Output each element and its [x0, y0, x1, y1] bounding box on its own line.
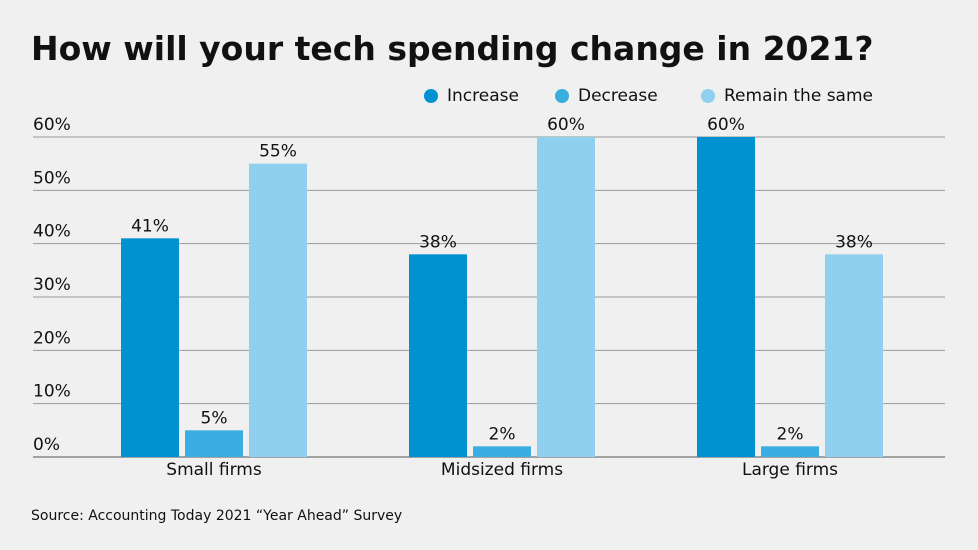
value-label: 38% [835, 232, 873, 252]
value-label: 60% [707, 115, 745, 135]
bar [761, 446, 819, 457]
bar [473, 446, 531, 457]
y-tick-label: 60% [33, 115, 71, 135]
y-tick-label: 10% [33, 382, 71, 402]
x-tick-label: Large firms [742, 460, 838, 480]
value-label: 38% [419, 232, 457, 252]
y-tick-label: 40% [33, 222, 71, 242]
legend-label: Increase [447, 86, 519, 106]
value-label: 41% [131, 216, 169, 236]
y-tick-label: 20% [33, 328, 71, 348]
bar [121, 238, 179, 457]
value-label: 55% [259, 142, 297, 162]
x-tick-label: Small firms [166, 460, 262, 480]
chart-title: How will your tech spending change in 20… [31, 29, 874, 68]
bar [185, 430, 243, 457]
bar [409, 254, 467, 457]
legend-marker [424, 89, 438, 103]
legend-marker [555, 89, 569, 103]
bar [249, 163, 307, 457]
y-tick-label: 50% [33, 168, 71, 188]
bar [537, 137, 595, 457]
y-tick-label: 30% [33, 275, 71, 295]
y-tick-label: 0% [33, 435, 60, 455]
value-label: 2% [489, 424, 516, 444]
bar [825, 254, 883, 457]
legend-marker [701, 89, 715, 103]
value-label: 60% [547, 115, 585, 135]
value-label: 2% [777, 424, 804, 444]
source-note: Source: Accounting Today 2021 “Year Ahea… [31, 508, 402, 524]
legend-label: Decrease [578, 86, 658, 106]
x-tick-label: Midsized firms [441, 460, 563, 480]
legend-label: Remain the same [724, 86, 873, 106]
value-label: 5% [201, 408, 228, 428]
bar [697, 137, 755, 457]
